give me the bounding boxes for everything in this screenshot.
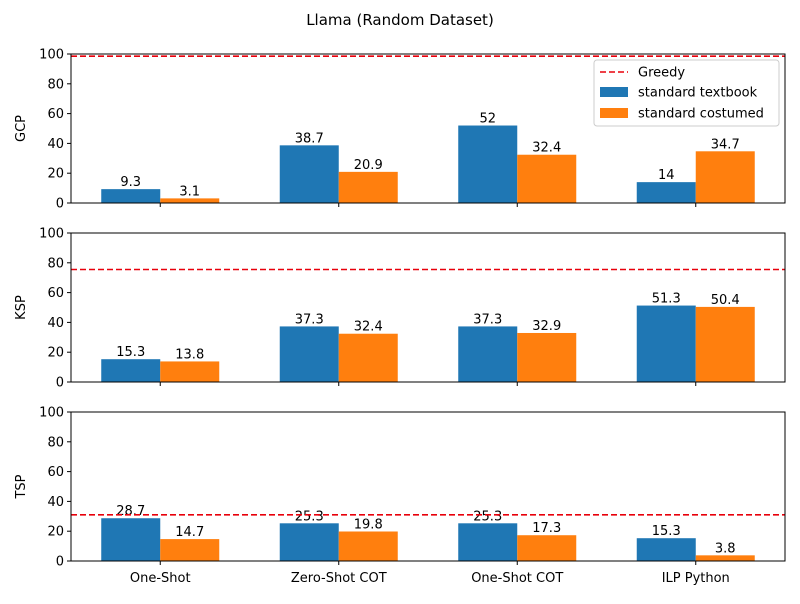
bar-standard-costumed (695, 151, 755, 203)
bar-value-label: 13.8 (175, 347, 204, 362)
bar-standard-costumed (338, 531, 398, 561)
bar-value-label: 14.7 (175, 525, 204, 540)
legend-swatch-standard-costumed (600, 108, 628, 118)
bar-standard-textbook (636, 538, 696, 561)
y-tick-label: 0 (56, 555, 64, 570)
legend-series-label: standard costumed (638, 107, 764, 122)
axes-frame (70, 232, 786, 383)
y-tick-label: 100 (39, 48, 64, 63)
y-axis-label: KSP (14, 295, 29, 320)
x-tick-label: One-Shot (130, 571, 191, 586)
bar-standard-costumed (695, 306, 755, 382)
y-tick-label: 80 (47, 435, 64, 450)
bar-value-label: 17.3 (532, 521, 561, 536)
bar-value-label: 15.3 (652, 524, 681, 539)
y-tick-label: 100 (39, 227, 64, 242)
legend-box (593, 59, 780, 127)
bar-standard-costumed (695, 555, 755, 561)
bar-standard-textbook (458, 125, 518, 203)
bar-value-label: 37.3 (473, 312, 502, 327)
bar-value-label: 20.9 (354, 158, 383, 173)
bar-standard-costumed (160, 539, 220, 561)
y-tick-label: 20 (47, 525, 64, 540)
bar-value-label: 52 (479, 112, 496, 127)
bar-standard-textbook (101, 359, 161, 382)
bar-value-label: 19.8 (354, 517, 383, 532)
bar-standard-costumed (338, 171, 398, 203)
y-tick-label: 20 (47, 167, 64, 182)
legend-series-label: standard textbook (638, 86, 758, 101)
bar-value-label: 32.9 (532, 319, 561, 334)
bar-value-label: 9.3 (120, 175, 141, 190)
bar-value-label: 38.7 (295, 131, 324, 146)
bar-standard-costumed (160, 361, 220, 382)
x-tick-label: Zero-Shot COT (291, 571, 387, 586)
y-tick-label: 40 (47, 495, 64, 510)
bar-value-label: 25.3 (295, 509, 324, 524)
x-tick-label: One-Shot COT (471, 571, 563, 586)
y-axis-label: GCP (14, 115, 29, 142)
bar-value-label: 37.3 (295, 312, 324, 327)
bar-standard-textbook (636, 305, 696, 382)
legend-greedy-label: Greedy (638, 66, 685, 81)
bar-value-label: 15.3 (116, 345, 145, 360)
bar-standard-textbook (458, 326, 518, 382)
bar-standard-textbook (279, 145, 339, 203)
bar-standard-textbook (458, 523, 518, 561)
bar-value-label: 51.3 (652, 292, 681, 307)
bar-standard-costumed (160, 198, 220, 203)
bar-standard-textbook (279, 326, 339, 382)
bar-value-label: 32.4 (532, 141, 561, 156)
y-tick-label: 80 (47, 77, 64, 92)
y-tick-label: 100 (39, 406, 64, 421)
y-tick-label: 60 (47, 107, 64, 122)
y-tick-label: 0 (56, 197, 64, 212)
y-tick-label: 40 (47, 316, 64, 331)
bar-value-label: 25.3 (473, 509, 502, 524)
bar-standard-costumed (517, 332, 577, 382)
y-axis-label: TSP (14, 474, 29, 499)
bar-standard-costumed (338, 333, 398, 382)
bar-standard-textbook (636, 182, 696, 203)
bar-standard-textbook (101, 518, 161, 561)
bar-value-label: 3.1 (179, 184, 200, 199)
y-tick-label: 60 (47, 286, 64, 301)
chart-title: Llama (Random Dataset) (306, 11, 494, 29)
legend-swatch-standard-textbook (600, 87, 628, 97)
y-tick-label: 40 (47, 137, 64, 152)
bar-value-label: 50.4 (711, 293, 740, 308)
bar-value-label: 32.4 (354, 320, 383, 335)
bar-standard-textbook (101, 189, 161, 203)
y-tick-label: 20 (47, 346, 64, 361)
x-tick-label: ILP Python (662, 571, 730, 586)
bar-value-label: 3.8 (715, 541, 736, 556)
y-tick-label: 60 (47, 465, 64, 480)
axes-frame (70, 53, 786, 204)
y-tick-label: 80 (47, 256, 64, 271)
bar-standard-textbook (279, 523, 339, 561)
bar-value-label: 28.7 (116, 504, 145, 519)
y-tick-label: 0 (56, 376, 64, 391)
bar-value-label: 34.7 (711, 137, 740, 152)
bar-standard-costumed (517, 535, 577, 561)
axes-frame (70, 411, 786, 562)
bar-value-label: 14 (658, 168, 675, 183)
bar-standard-costumed (517, 154, 577, 203)
